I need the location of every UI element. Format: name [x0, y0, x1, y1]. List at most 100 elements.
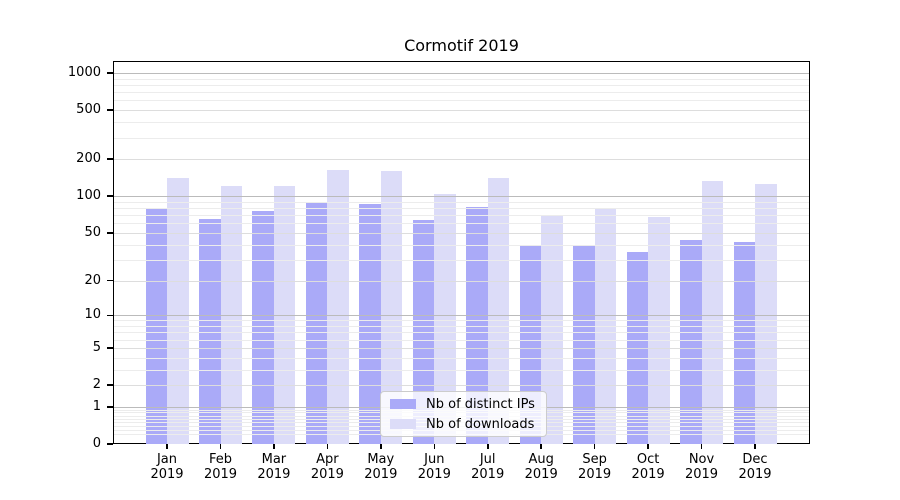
- bar-distinct-ips: [359, 203, 381, 444]
- gridline: [114, 326, 809, 327]
- gridline: [114, 315, 809, 317]
- legend-label-distinct-ips: Nb of distinct IPs: [426, 396, 535, 412]
- x-tick-mark: [700, 444, 703, 449]
- x-tick-label: Jul 2019: [471, 452, 505, 482]
- x-tick-label: Apr 2019: [310, 452, 344, 482]
- x-tick-mark: [540, 444, 542, 449]
- gridline: [114, 369, 809, 371]
- gridline: [114, 280, 809, 282]
- x-tick-mark: [593, 444, 596, 449]
- gridline: [114, 196, 809, 198]
- legend: Nb of distinct IPs Nb of downloads: [380, 391, 547, 437]
- legend-item-distinct-ips: Nb of distinct IPs: [390, 396, 537, 412]
- bar-downloads: [701, 181, 723, 444]
- bar-downloads: [755, 184, 777, 444]
- x-tick-label: Sep 2019: [578, 452, 612, 482]
- x-tick-label: Nov 2019: [684, 452, 719, 482]
- x-tick-label: Mar 2019: [257, 452, 291, 482]
- x-tick-label: Jan 2019: [150, 452, 184, 482]
- y-tick-mark: [107, 406, 113, 408]
- gridline: [114, 259, 809, 261]
- bar-distinct-ips: [680, 239, 702, 444]
- bar-downloads: [487, 177, 510, 444]
- y-tick-mark: [107, 195, 113, 197]
- y-tick-mark: [107, 158, 113, 160]
- bar-distinct-ips: [305, 201, 328, 444]
- x-tick-mark: [219, 444, 222, 449]
- x-tick-label: Aug 2019: [524, 452, 558, 482]
- y-tick-label: 1000: [67, 65, 101, 80]
- gridline: [114, 232, 809, 234]
- x-tick-mark: [487, 444, 489, 449]
- gridline: [114, 385, 809, 386]
- bar-distinct-ips: [466, 206, 488, 444]
- bar-downloads: [327, 169, 349, 444]
- x-tick-mark: [273, 444, 275, 449]
- x-tick-label: Dec 2019: [738, 452, 772, 482]
- bar-distinct-ips: [626, 251, 649, 444]
- y-tick-label: 20: [84, 272, 101, 288]
- x-tick-mark: [754, 444, 756, 449]
- chart-title: Cormotif 2019: [404, 36, 519, 55]
- gridline: [114, 347, 809, 349]
- gridline: [114, 223, 809, 225]
- gridline: [114, 244, 809, 246]
- gridline: [114, 100, 809, 102]
- legend-swatch-downloads: [390, 419, 416, 429]
- gridline: [114, 215, 809, 217]
- y-tick-label: 200: [76, 151, 101, 167]
- bar-downloads: [648, 216, 670, 444]
- y-tick-mark: [107, 279, 113, 282]
- gridline: [114, 110, 809, 112]
- bar-downloads: [380, 171, 403, 444]
- legend-item-downloads: Nb of downloads: [390, 416, 537, 432]
- x-tick-label: May 2019: [364, 452, 398, 482]
- x-tick-mark: [380, 444, 382, 449]
- bar-distinct-ips: [733, 242, 755, 444]
- y-tick-mark: [107, 232, 113, 234]
- gridline: [114, 159, 809, 161]
- x-tick-mark: [433, 444, 435, 449]
- x-tick-mark: [326, 444, 329, 449]
- gridline: [114, 357, 809, 359]
- x-tick-label: Oct 2019: [631, 452, 665, 482]
- y-tick-label: 1: [92, 398, 101, 414]
- gridline: [114, 84, 809, 86]
- gridline: [114, 332, 809, 334]
- y-tick-label: 5: [92, 339, 101, 355]
- y-tick-label: 50: [84, 224, 101, 240]
- y-tick-mark: [107, 443, 113, 445]
- gridline: [114, 78, 809, 80]
- gridline: [114, 73, 809, 74]
- plot-area: [113, 61, 810, 444]
- gridline: [114, 208, 809, 209]
- bar-downloads: [167, 177, 189, 444]
- y-tick-mark: [107, 72, 113, 74]
- gridline: [114, 320, 809, 322]
- y-tick-mark: [107, 314, 113, 316]
- bar-distinct-ips: [412, 219, 435, 444]
- y-tick-mark: [107, 384, 113, 386]
- bar-distinct-ips: [573, 245, 595, 444]
- y-tick-label: 2: [92, 377, 101, 392]
- y-tick-label: 10: [84, 307, 101, 323]
- gridline: [114, 201, 809, 203]
- gridline: [114, 339, 809, 341]
- gridline: [114, 122, 809, 124]
- y-tick-label: 500: [76, 102, 101, 118]
- bar-downloads: [434, 193, 456, 444]
- gridline: [114, 137, 809, 139]
- x-tick-label: Jun 2019: [417, 452, 451, 482]
- y-tick-mark: [107, 347, 113, 349]
- x-tick-mark: [647, 444, 649, 449]
- bar-downloads: [541, 215, 563, 444]
- y-tick-mark: [107, 109, 113, 111]
- gridline: [114, 92, 809, 94]
- x-tick-label: Feb 2019: [203, 452, 238, 482]
- y-tick-label: 0: [92, 436, 101, 451]
- bar-distinct-ips: [199, 219, 221, 444]
- legend-swatch-distinct-ips: [390, 399, 416, 409]
- legend-label-downloads: Nb of downloads: [426, 416, 535, 432]
- x-tick-mark: [166, 444, 168, 449]
